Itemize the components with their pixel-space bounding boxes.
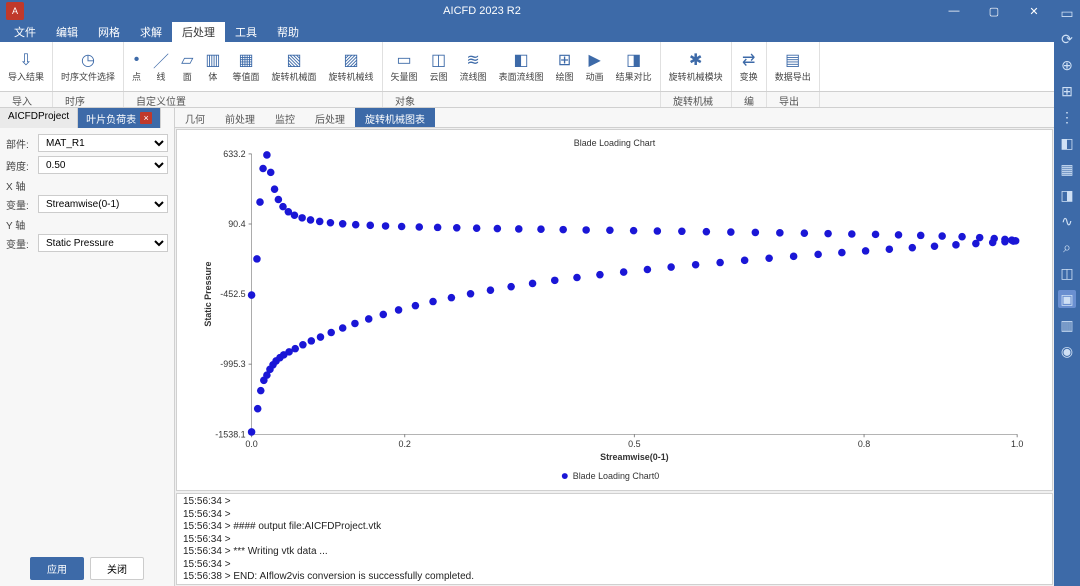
y-axis-section: Y 轴	[6, 217, 168, 232]
svg-text:Streamwise(0-1): Streamwise(0-1)	[600, 452, 669, 462]
component-label: 部件:	[6, 136, 34, 151]
svg-text:0.8: 0.8	[858, 439, 870, 449]
ribbon-线[interactable]: ／线	[147, 48, 175, 85]
ribbon-group-labels: 导入结果时序自定义位置对象旋转机械模块编辑导出	[0, 92, 1054, 108]
x-var-label: 变量:	[6, 197, 34, 212]
svg-text:0.2: 0.2	[398, 439, 410, 449]
content-tab-几何[interactable]: 几何	[175, 108, 215, 127]
app-title: AICFD 2023 R2	[30, 5, 934, 17]
ribbon-表面流线图[interactable]: ◧表面流线图	[493, 48, 550, 85]
left-tab-0[interactable]: AICFDProject	[0, 108, 78, 128]
y-variable-select[interactable]: Static Pressure	[38, 234, 168, 252]
ribbon-结果对比[interactable]: ◨结果对比	[610, 48, 658, 85]
y-var-label: 变量:	[6, 236, 34, 251]
content-tab-旋转机械图表[interactable]: 旋转机械图表	[355, 108, 435, 127]
chart-area: Blade Loading Chart -1538.1 -995.3 -452.5 90…	[176, 129, 1053, 491]
rtool-icon-12[interactable]: ▥	[1058, 316, 1076, 334]
component-select[interactable]: MAT_R1	[38, 134, 168, 152]
menu-后处理[interactable]: 后处理	[172, 22, 225, 42]
x-variable-select[interactable]: Streamwise(0-1)	[38, 195, 168, 213]
svg-text:633.2: 633.2	[223, 149, 245, 159]
ribbon-动画[interactable]: ▶动画	[580, 48, 610, 85]
ribbon-旋转机械线[interactable]: ▨旋转机械线	[323, 48, 380, 85]
rtool-icon-9[interactable]: ⌕	[1058, 238, 1076, 256]
svg-text:Blade Loading Chart0: Blade Loading Chart0	[573, 471, 659, 481]
svg-text:Blade Loading Chart: Blade Loading Chart	[574, 138, 656, 148]
menu-文件[interactable]: 文件	[4, 22, 46, 42]
rtool-icon-1[interactable]: ⟳	[1058, 30, 1076, 48]
app-icon: A	[6, 2, 24, 20]
span-select[interactable]: 0.50	[38, 156, 168, 174]
close-tab-icon[interactable]: ×	[140, 112, 152, 124]
menu-网格[interactable]: 网格	[88, 22, 130, 42]
rtool-icon-7[interactable]: ◨	[1058, 186, 1076, 204]
rtool-icon-0[interactable]: ▭	[1058, 4, 1076, 22]
titlebar: A AICFD 2023 R2 — ▢ ✕	[0, 0, 1054, 22]
svg-text:0.5: 0.5	[628, 439, 640, 449]
maximize-button[interactable]: ▢	[974, 0, 1014, 22]
span-label: 跨度:	[6, 158, 34, 173]
blade-loading-chart: Blade Loading Chart -1538.1 -995.3 -452.5 90…	[183, 136, 1046, 484]
menu-编辑[interactable]: 编辑	[46, 22, 88, 42]
rtool-icon-5[interactable]: ◧	[1058, 134, 1076, 152]
ribbon-旋转机械面[interactable]: ▧旋转机械面	[266, 48, 323, 85]
content-tab-前处理[interactable]: 前处理	[215, 108, 265, 127]
svg-text:Static Pressure: Static Pressure	[203, 262, 213, 327]
console-output: 15:56:34 >15:56:34 >15:56:34 > #### outp…	[176, 493, 1053, 585]
svg-text:-995.3: -995.3	[220, 359, 245, 369]
content-tab-监控[interactable]: 监控	[265, 108, 305, 127]
ribbon-点[interactable]: •点	[126, 48, 147, 85]
ribbon-体[interactable]: ▥体	[199, 48, 226, 85]
ribbon-导入结果[interactable]: ⇩导入结果	[2, 48, 50, 85]
close-panel-button[interactable]: 关闭	[90, 557, 144, 580]
minimize-button[interactable]: —	[934, 0, 974, 22]
rtool-icon-11[interactable]: ▣	[1058, 290, 1076, 308]
ribbon-等值面[interactable]: ▦等值面	[227, 48, 266, 85]
left-panel: AICFDProject叶片负荷表× 部件: MAT_R1 跨度: 0.50 X…	[0, 108, 175, 586]
menu-帮助[interactable]: 帮助	[267, 22, 309, 42]
menu-求解[interactable]: 求解	[130, 22, 172, 42]
ribbon-流线图[interactable]: ≋流线图	[454, 48, 493, 85]
left-tab-1[interactable]: 叶片负荷表×	[78, 108, 161, 128]
ribbon-矢量图[interactable]: ▭矢量图	[385, 48, 424, 85]
content-tabs: 几何前处理监控后处理旋转机械图表	[175, 108, 1054, 128]
ribbon-面[interactable]: ▱面	[175, 48, 199, 85]
apply-button[interactable]: 应用	[30, 557, 84, 580]
svg-text:0.0: 0.0	[245, 439, 257, 449]
ribbon-绘图[interactable]: ⊞绘图	[550, 48, 580, 85]
ribbon-数据导出[interactable]: ▤数据导出	[769, 48, 817, 85]
svg-text:1.0: 1.0	[1011, 439, 1023, 449]
menubar: 文件编辑网格求解后处理工具帮助	[0, 22, 1054, 42]
close-button[interactable]: ✕	[1014, 0, 1054, 22]
svg-text:90.4: 90.4	[228, 219, 245, 229]
rtool-icon-10[interactable]: ◫	[1058, 264, 1076, 282]
menu-工具[interactable]: 工具	[225, 22, 267, 42]
ribbon-云图[interactable]: ◫云图	[424, 48, 454, 85]
svg-text:-452.5: -452.5	[220, 289, 245, 299]
rtool-icon-13[interactable]: ◉	[1058, 342, 1076, 360]
rtool-icon-4[interactable]: ⋮	[1058, 108, 1076, 126]
ribbon-旋转机械模块[interactable]: ✱旋转机械模块	[663, 48, 729, 85]
rtool-icon-6[interactable]: ▦	[1058, 160, 1076, 178]
content-tab-后处理[interactable]: 后处理	[305, 108, 355, 127]
rtool-icon-8[interactable]: ∿	[1058, 212, 1076, 230]
left-tabs: AICFDProject叶片负荷表×	[0, 108, 174, 128]
svg-text:-1538.1: -1538.1	[215, 429, 245, 439]
right-toolbar: ▭ ⟳ ⊕ ⊞ ⋮ ◧ ▦ ◨ ∿ ⌕ ◫ ▣ ▥ ◉	[1054, 0, 1080, 586]
x-axis-section: X 轴	[6, 178, 168, 193]
ribbon-变换[interactable]: ⇄变换	[734, 48, 764, 85]
ribbon: ⇩导入结果◷时序文件选择•点／线▱面▥体▦等值面▧旋转机械面▨旋转机械线▭矢量图…	[0, 42, 1054, 92]
ribbon-时序文件选择[interactable]: ◷时序文件选择	[55, 48, 121, 85]
rtool-icon-2[interactable]: ⊕	[1058, 56, 1076, 74]
rtool-icon-3[interactable]: ⊞	[1058, 82, 1076, 100]
